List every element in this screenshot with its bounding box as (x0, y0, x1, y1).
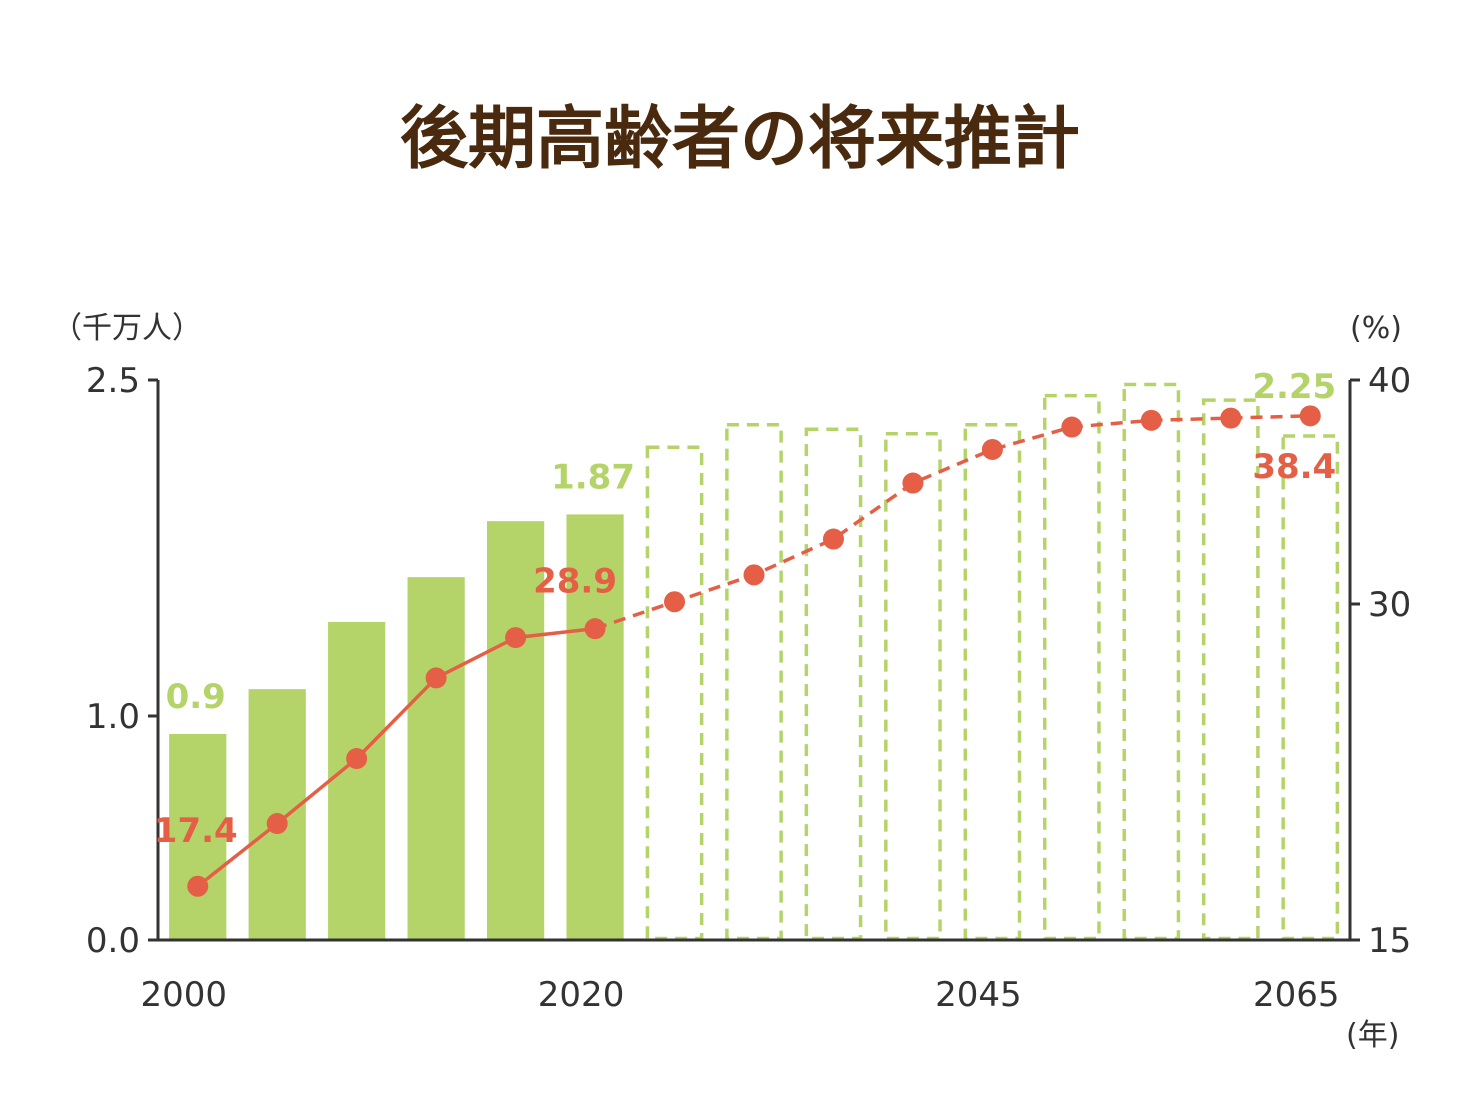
line-point (1061, 416, 1083, 438)
x-tick-label: 2020 (538, 975, 625, 1015)
line-point (346, 748, 368, 770)
axes (156, 380, 1352, 942)
line-point (187, 875, 209, 897)
line-point (902, 472, 924, 494)
data-label: 28.9 (533, 562, 617, 602)
right-tick-label: 30 (1368, 585, 1411, 625)
line-series-actual (196, 626, 596, 888)
data-label: 2.25 (1252, 367, 1336, 407)
line-point (981, 438, 1003, 460)
bar-projected (1043, 393, 1101, 941)
x-tick-label: 2065 (1253, 975, 1340, 1015)
data-label: 17.4 (154, 811, 238, 851)
x-tick-label: 2000 (140, 975, 227, 1015)
bar-projected (884, 432, 942, 941)
bar-actual (407, 577, 465, 940)
data-labels-layer: 0.9 1.87 2.25 17.4 28.9 38.4 (154, 367, 1336, 851)
line-point (266, 813, 288, 835)
left-axis-unit: （千万人） (52, 311, 202, 346)
data-label: 1.87 (551, 457, 635, 497)
right-tick-label: 40 (1368, 361, 1411, 401)
data-label: 38.4 (1252, 447, 1336, 487)
left-tick-label: 1.0 (86, 697, 140, 737)
data-label: 0.9 (166, 677, 226, 717)
line-point (425, 667, 447, 689)
bar-projected (725, 423, 783, 941)
line-series-projected (594, 414, 1311, 631)
line-point (1220, 407, 1242, 429)
bar-projected (804, 427, 863, 941)
line-point (1140, 409, 1162, 431)
bar-actual (169, 733, 227, 940)
bar-projected (1201, 398, 1260, 941)
x-tick-label: 2045 (935, 975, 1022, 1015)
line-point (505, 627, 527, 649)
bar-actual (486, 521, 545, 940)
left-tick-label: 0.0 (86, 921, 140, 961)
right-axis-unit: (%) (1350, 311, 1402, 346)
right-tick-label: 15 (1368, 921, 1411, 961)
bar-actual (328, 621, 386, 940)
bar-projected (963, 423, 1022, 941)
left-tick-label: 2.5 (86, 361, 140, 401)
line-point (743, 564, 765, 586)
bar-projected (1281, 434, 1340, 941)
line-point (664, 591, 686, 613)
line-layer (187, 405, 1321, 897)
line-point (822, 528, 844, 550)
line-point (1299, 405, 1321, 427)
chart-title: 後期高齢者の将来推計 (400, 100, 1080, 179)
bar-projected (645, 445, 704, 941)
bar-projected (1122, 382, 1181, 941)
bar-actual (566, 514, 624, 940)
ticks-layer: 0.0 1.0 2.5 15 30 40 2000 2020 2045 2065 (86, 361, 1411, 1015)
bars-layer (169, 382, 1340, 941)
line-point (584, 618, 606, 640)
x-axis-unit: (年) (1346, 1018, 1399, 1053)
